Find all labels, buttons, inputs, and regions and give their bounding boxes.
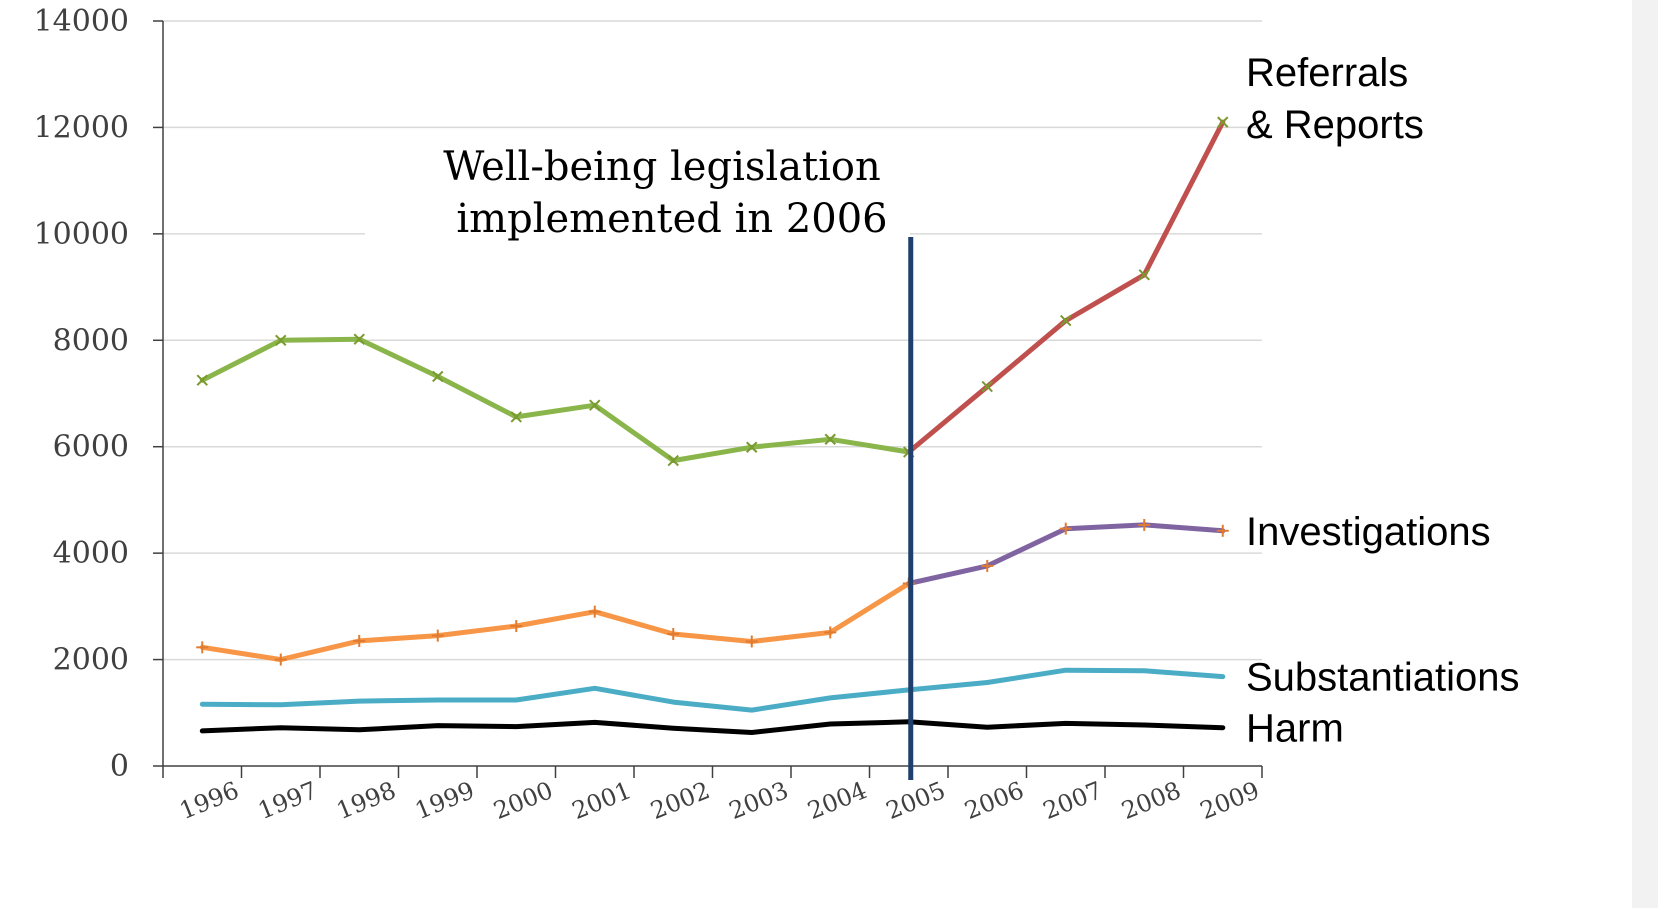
data-point-investigations (667, 628, 680, 641)
x-tick-labels: 1996 1997 1998 1999 2000 2001 2002 2003 2004 2005… (176, 776, 1264, 825)
x-tick-label: 2008 (1118, 776, 1185, 825)
marker-layer (196, 116, 1229, 666)
y-tick-label: 0 (110, 749, 129, 784)
y-tick-label: 10000 (34, 217, 129, 252)
y-tick-label: 14000 (34, 4, 129, 39)
data-point-referrals-reports (510, 411, 522, 423)
y-tick-label: 12000 (34, 110, 129, 145)
data-point-investigations (274, 653, 287, 666)
x-tick-label: 1999 (411, 776, 478, 825)
x-tick-label: 2000 (490, 776, 557, 825)
series-line-referrals-reports-before (199, 336, 912, 464)
data-point-referrals-reports (589, 399, 601, 411)
series-line-investigations-before (199, 581, 912, 663)
data-point-referrals-reports (196, 374, 208, 386)
series-label-substantiations: Substantiations (1246, 656, 1520, 700)
axes (153, 20, 1263, 778)
x-tick-label: 1998 (333, 776, 400, 825)
x-tick-label: 2005 (882, 776, 949, 825)
series-labels: Referrals & Reports Investigations Substant… (1246, 51, 1520, 751)
series-label-investigations: Investigations (1246, 510, 1491, 554)
annotation-line-1: Well-being legislation (443, 144, 881, 190)
data-point-referrals-reports (275, 334, 287, 346)
x-tick-label: 2002 (647, 776, 714, 825)
series-line-harm-after (906, 719, 1226, 731)
series-line-referrals-reports-after (906, 119, 1226, 455)
y-tick-label: 2000 (53, 643, 129, 678)
x-tick-label: 2003 (725, 776, 792, 825)
data-point-referrals-reports (824, 433, 836, 445)
data-point-investigations (1216, 524, 1229, 537)
series-label-harm: Harm (1246, 707, 1344, 751)
data-point-investigations (431, 629, 444, 642)
y-tick-labels: 0 2000 4000 6000 8000 10000 12000 14000 (34, 4, 129, 784)
x-tick-label: 2009 (1196, 776, 1263, 825)
data-point-referrals-reports (1138, 269, 1150, 281)
series-line-substantiations-after (906, 667, 1226, 693)
data-point-referrals-reports (353, 333, 365, 345)
y-tick-label: 8000 (53, 323, 129, 358)
series-label-referrals-reports: Referrals (1246, 51, 1408, 95)
data-point-referrals-reports (432, 370, 444, 383)
series-label-referrals-reports: & Reports (1246, 103, 1424, 147)
data-point-investigations (588, 605, 601, 618)
side-strip (1632, 0, 1658, 908)
x-tick-label: 2007 (1039, 776, 1106, 825)
data-point-referrals-reports (746, 441, 758, 453)
annotation-background (365, 135, 910, 240)
data-point-referrals-reports (1217, 116, 1229, 128)
data-point-referrals-reports (1060, 314, 1072, 327)
data-point-referrals-reports (667, 454, 679, 467)
data-point-investigations (196, 641, 209, 654)
series-line-substantiations-before (199, 685, 912, 713)
annotation: Well-being legislation implemented in 20… (365, 135, 910, 242)
x-tick-label: 1996 (176, 776, 243, 825)
data-point-investigations (1059, 522, 1072, 535)
data-point-investigations (981, 559, 994, 572)
x-tick-label: 2004 (804, 776, 871, 825)
annotation-line-2: implemented in 2006 (456, 196, 887, 242)
data-point-investigations (510, 620, 523, 633)
x-tick-label: 2001 (568, 776, 635, 825)
data-point-investigations (745, 635, 758, 648)
x-tick-label: 2006 (961, 776, 1028, 825)
y-tick-label: 4000 (53, 536, 129, 571)
data-point-investigations (1138, 518, 1151, 531)
x-tick-label: 1997 (254, 776, 321, 825)
y-tick-label: 6000 (53, 430, 129, 465)
data-point-investigations (353, 634, 366, 647)
series-line-harm-before (199, 719, 912, 735)
data-point-investigations (824, 626, 837, 639)
data-point-referrals-reports (981, 380, 993, 393)
